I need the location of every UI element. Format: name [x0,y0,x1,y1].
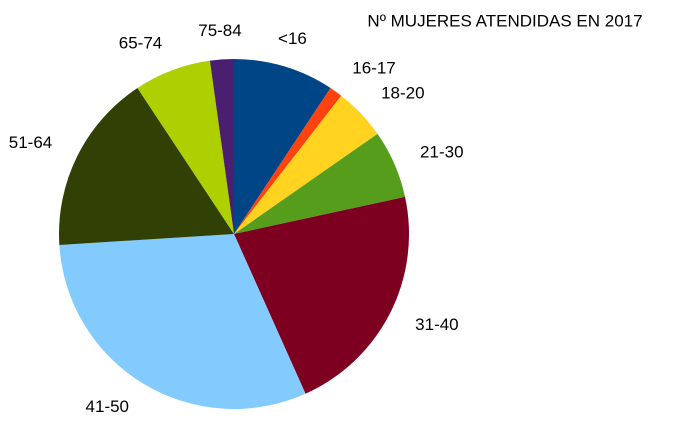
slice-label: 75-84 [198,21,241,40]
slice-label: 65-74 [119,34,162,53]
pie-slice [234,88,342,234]
slice-label: <16 [278,29,307,48]
pie-slice [59,234,306,410]
pie-slice [234,59,331,234]
pie-slice [58,88,234,245]
pie-slice [137,60,234,234]
slice-label: 21-30 [420,142,463,161]
chart-title: Nº MUJERES ATENDIDAS EN 2017 [367,11,642,30]
slice-label: 16-17 [352,59,395,78]
slice-label: 31-40 [415,315,458,334]
slice-label: 41-50 [86,397,129,416]
slice-label: 51-64 [9,133,52,152]
pie-slice [209,59,234,234]
pie-slice [234,95,378,234]
pie-slice [234,196,409,394]
pie-slice [234,133,406,234]
slice-label: 18-20 [381,84,424,103]
